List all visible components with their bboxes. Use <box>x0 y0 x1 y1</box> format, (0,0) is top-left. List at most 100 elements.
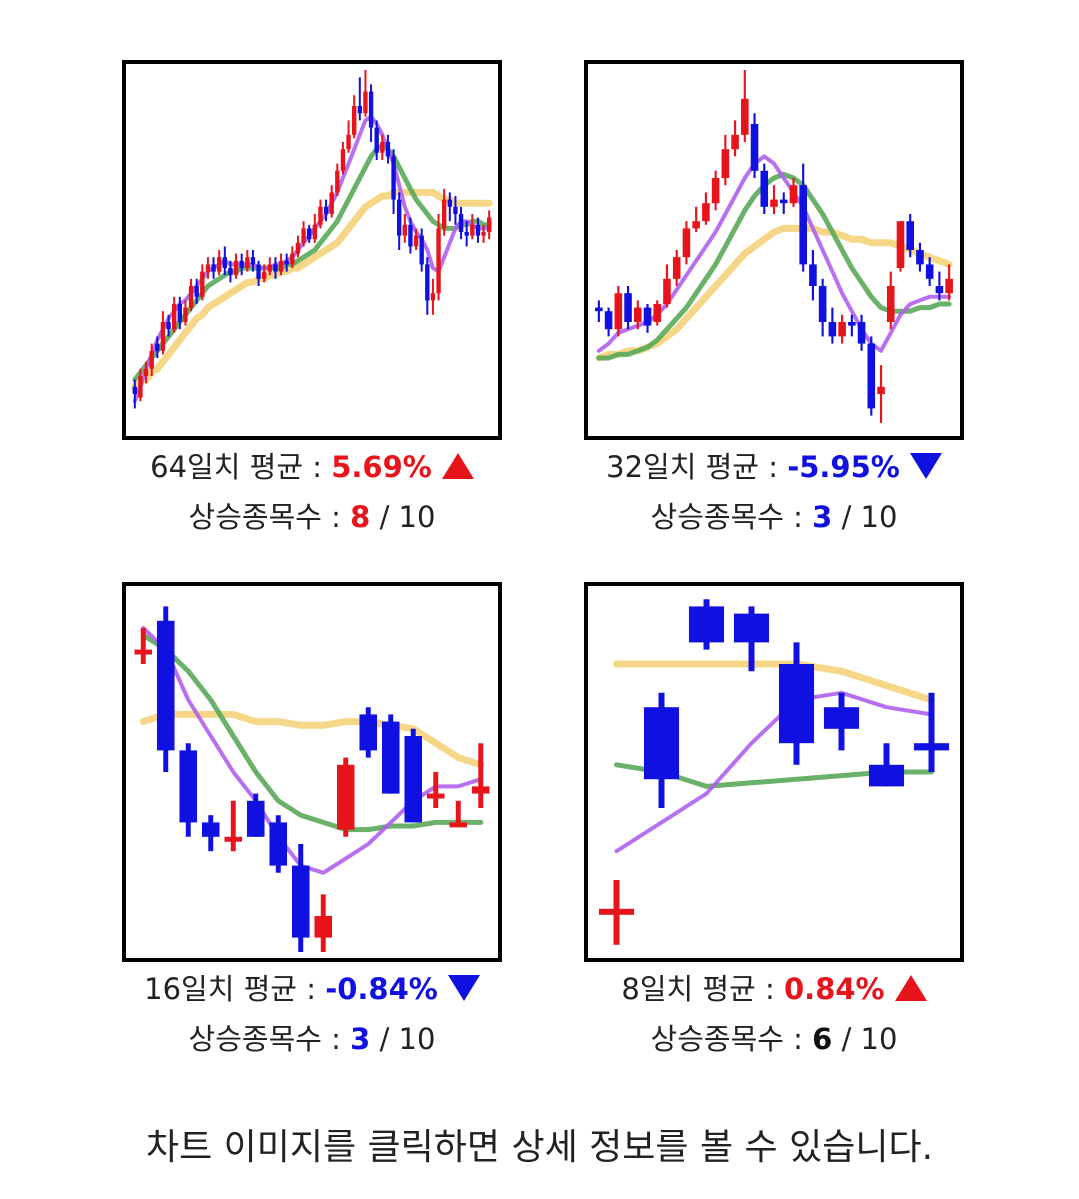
candle <box>368 84 374 142</box>
candle-body <box>201 822 220 837</box>
candle <box>413 228 419 250</box>
candle-body <box>877 386 885 394</box>
candle <box>396 192 402 250</box>
candle-body <box>481 232 486 236</box>
candle <box>134 628 153 664</box>
candle-body <box>155 343 160 351</box>
candle-body <box>222 257 228 268</box>
candle <box>733 606 770 672</box>
candle <box>426 772 445 808</box>
candle <box>171 296 177 333</box>
candle-body <box>799 185 807 265</box>
rise-count-line-64: 상승종목수 : 8 / 10 <box>122 494 502 536</box>
candle <box>391 149 396 214</box>
candle-body <box>396 199 402 236</box>
candle-body <box>419 235 424 265</box>
candle-body <box>301 228 306 243</box>
candle <box>183 300 188 326</box>
candlestick-chart-16[interactable] <box>126 586 498 958</box>
candle-body <box>721 149 730 178</box>
candle <box>188 278 194 312</box>
candle <box>867 336 876 416</box>
candle <box>857 314 866 351</box>
candle-body <box>194 286 199 297</box>
candle-body <box>486 217 492 232</box>
candle-body <box>848 322 856 326</box>
candle-body <box>886 286 895 322</box>
candle <box>404 728 423 823</box>
candle <box>913 692 950 772</box>
candle <box>425 257 430 315</box>
candle-body <box>273 264 278 272</box>
chart-image-64[interactable] <box>122 60 502 440</box>
candle <box>201 815 220 852</box>
ma_short-line <box>141 626 483 875</box>
candle-body <box>323 206 329 214</box>
candle-body <box>143 368 149 376</box>
candle <box>441 188 447 236</box>
chart-image-32[interactable] <box>584 60 964 440</box>
candle-body <box>935 286 944 294</box>
ma_short-line <box>614 690 934 854</box>
candle-body <box>789 185 798 204</box>
candle <box>132 379 138 409</box>
candle-body <box>295 242 301 254</box>
candle-body <box>171 304 177 330</box>
ma_mid-line <box>132 143 492 383</box>
chart-image-8[interactable] <box>584 582 964 962</box>
candle <box>306 224 312 243</box>
candlestick-chart-32[interactable] <box>588 64 960 436</box>
candle <box>246 793 265 837</box>
candlestick-chart-8[interactable] <box>588 586 960 958</box>
candle-body <box>643 707 680 780</box>
candle-body <box>857 322 866 344</box>
candle <box>682 221 691 265</box>
candle-body <box>464 232 469 236</box>
candle-body <box>261 271 267 279</box>
candle-body <box>906 221 915 250</box>
candle <box>224 800 243 852</box>
candle-body <box>604 311 613 330</box>
rise-label: 상승종목수 : <box>188 1022 341 1056</box>
candle-body <box>404 736 423 823</box>
ma_short-line <box>132 114 492 404</box>
candle <box>789 178 798 207</box>
candle <box>177 296 183 330</box>
candle <box>179 743 198 837</box>
candle-body <box>711 178 720 204</box>
candle-body <box>250 257 256 265</box>
candle-body <box>614 293 623 330</box>
candle <box>216 250 222 276</box>
candle-body <box>425 264 430 301</box>
candle-body <box>925 264 934 279</box>
candlestick-chart-64[interactable] <box>126 64 498 436</box>
candle <box>449 800 468 828</box>
candle-body <box>211 264 216 272</box>
candle <box>381 714 400 794</box>
rise-count-line-8: 상승종목수 : 6 / 10 <box>584 1016 964 1058</box>
candle-body <box>357 106 363 114</box>
candle <box>228 260 233 283</box>
candle <box>886 271 895 330</box>
candle <box>471 743 490 808</box>
footer-hint: 차트 이미지를 클릭하면 상세 정보를 볼 수 있습니다. <box>145 1127 934 1168</box>
candle-body <box>471 786 490 794</box>
candle <box>295 235 301 258</box>
trend-up-icon <box>894 975 927 1001</box>
candle <box>945 264 953 301</box>
candle-body <box>663 278 671 304</box>
ma_long-line <box>595 224 953 362</box>
candle-body <box>692 221 700 229</box>
trend-down-icon <box>447 975 480 1001</box>
rise-total: / 10 <box>841 1022 898 1056</box>
rise-total: / 10 <box>379 500 436 534</box>
candle-body <box>731 134 739 150</box>
candle-body <box>312 224 318 240</box>
candle <box>702 192 710 225</box>
candle <box>222 246 228 276</box>
candle <box>290 246 295 268</box>
candle <box>269 815 288 873</box>
chart-image-16[interactable] <box>122 582 502 962</box>
candle-body <box>291 865 310 938</box>
candle-body <box>200 271 205 297</box>
